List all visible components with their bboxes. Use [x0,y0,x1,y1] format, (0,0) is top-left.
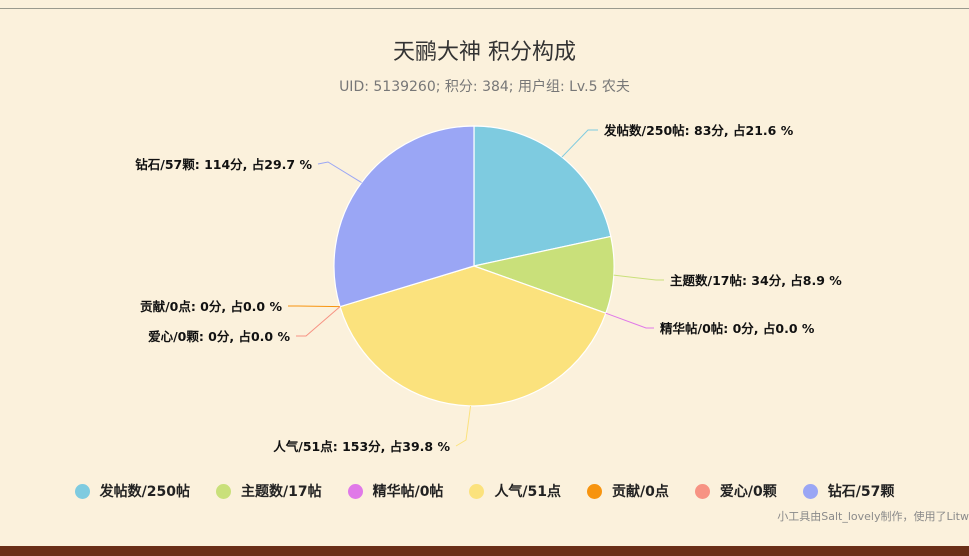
legend-label: 爱心/0颗 [719,484,777,500]
label-leader-line [296,306,341,337]
legend-label: 精华帖/0帖 [372,484,444,500]
label-leader-line [613,274,664,281]
legend-item[interactable]: 贡献/0点 [587,481,669,501]
chart-title: 天鹂大神 积分构成 [393,40,576,65]
legend-item[interactable]: 爱心/0颗 [694,481,777,501]
label-leader-line [605,312,654,329]
chart-subtitle: UID: 5139260; 积分: 384; 用户组: Lv.5 农夫 [339,79,630,95]
legend-color-dot [469,483,485,499]
label-leader-line [317,161,362,184]
slice-data-label: 发帖数/250帖: 83分, 占21.6 % [603,123,794,138]
bottom-bar [0,546,969,556]
label-leader-line [455,405,472,447]
legend-color-dot [215,483,231,499]
slice-data-label: 主题数/17帖: 34分, 占8.9 % [670,273,842,288]
legend-label: 贡献/0点 [612,484,669,500]
legend-label: 钻石/57颗 [827,484,895,500]
legend-item[interactable]: 精华帖/0帖 [347,481,444,501]
legend-color-dot [347,483,363,499]
chart-legend: 发帖数/250帖 主题数/17帖 精华帖/0帖 人气/51点 贡献/0点 爱心/0颗 钻石/… [0,480,969,502]
legend-item[interactable]: 钻石/57颗 [802,481,895,501]
legend-color-dot [694,483,710,499]
legend-label: 主题数/17帖 [240,484,322,500]
legend-color-dot [74,483,90,499]
label-leader-line [561,129,598,158]
legend-item[interactable]: 发帖数/250帖 [74,481,190,501]
pie-slice[interactable] [333,125,475,308]
legend-label: 发帖数/250帖 [99,484,190,500]
slice-data-label: 精华帖/0帖: 0分, 占0.0 % [660,321,815,336]
top-divider [0,8,969,9]
legend-color-dot [802,483,818,499]
slice-data-label: 贡献/0点: 0分, 占0.0 % [140,299,282,314]
slice-data-label: 爱心/0颗: 0分, 占0.0 % [148,329,290,344]
legend-item[interactable]: 人气/51点 [469,481,561,501]
legend-color-dot [587,483,603,499]
slice-data-label: 人气/51点: 153分, 占39.8 % [273,439,450,454]
credit-text: 小工具由Salt_lovely制作，使用了Litw [777,510,969,523]
label-leader-line [288,305,341,308]
slice-data-label: 钻石/57颗: 114分, 占29.7 % [135,157,312,172]
legend-item[interactable]: 主题数/17帖 [215,481,322,501]
legend-label: 人气/51点 [494,484,562,500]
